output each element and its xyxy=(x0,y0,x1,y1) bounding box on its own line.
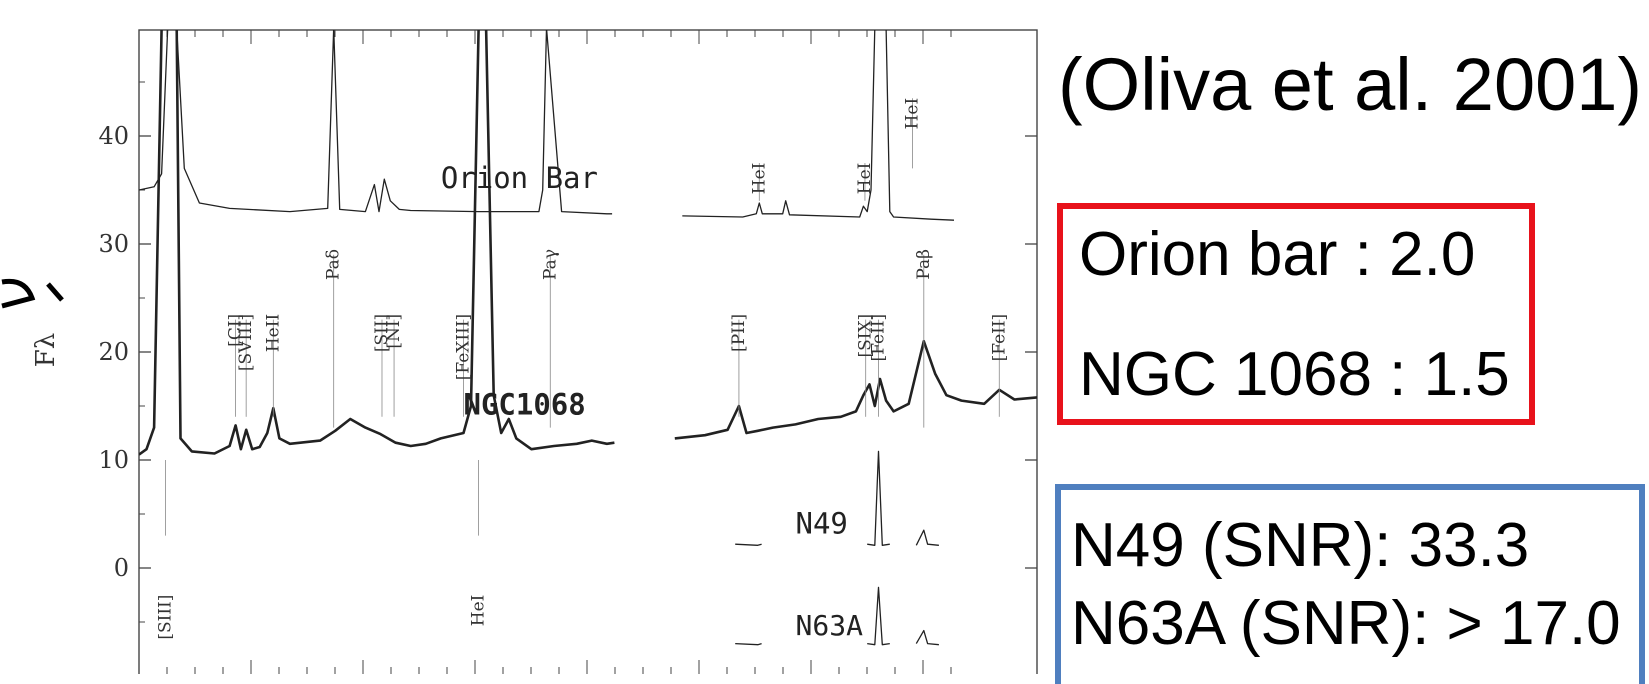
orion-ratio-text: Orion bar : 2.0 xyxy=(1079,220,1476,289)
line-marker-label: HeI xyxy=(855,163,875,195)
series-line-orion-bar xyxy=(682,30,955,221)
line-marker-label: HeI xyxy=(902,98,922,130)
line-marker-label: [SII] xyxy=(372,314,392,352)
line-marker-label: HeII xyxy=(263,314,283,352)
spectrum-chart: 0 10 20 30 40 Fλ Orion Bar NGC1068 N49 N63A [SIII]… xyxy=(31,29,1038,674)
series-label-n49: N49 xyxy=(796,506,848,540)
snr-box: N49 (SNR): 33.3 N63A (SNR): > 17.0 xyxy=(1055,484,1645,684)
citation-label: (Oliva et al. 2001) xyxy=(1058,43,1643,126)
series-line-n63a xyxy=(735,642,762,646)
line-marker-label: HeI xyxy=(749,163,769,195)
line-marker-label: Paβ xyxy=(914,249,934,280)
line-marker-label: [SIII] xyxy=(155,595,175,640)
y-tick-label: 0 xyxy=(114,554,129,582)
ngc1068-ratio-text: NGC 1068 : 1.5 xyxy=(1079,340,1510,409)
n63a-snr-text: N63A (SNR): > 17.0 xyxy=(1071,589,1621,658)
line-marker-label: [CI] xyxy=(226,314,246,347)
y-axis-label: Fλ xyxy=(31,333,61,368)
y-tick-label: 30 xyxy=(98,230,129,258)
series-label-ngc1068: NGC1068 xyxy=(463,388,585,422)
series-line-ngc1068 xyxy=(674,339,1037,440)
series-line-ngc1068 xyxy=(139,30,615,456)
line-marker-label: [NI] xyxy=(384,314,404,349)
line-marker-label: Paδ xyxy=(324,249,344,280)
margin-arrow-fragment xyxy=(1,278,64,309)
series-line-n63a xyxy=(867,586,890,646)
series-line-n63a xyxy=(915,629,939,646)
series-line-n49 xyxy=(735,543,762,546)
line-marker-label: [SIX] xyxy=(856,314,876,358)
series-line-n49 xyxy=(867,450,890,546)
n49-snr-text: N49 (SNR): 33.3 xyxy=(1071,511,1530,580)
series-label-n63a: N63A xyxy=(796,609,864,642)
series-line-n49 xyxy=(915,529,939,546)
ratios-box: Orion bar : 2.0 NGC 1068 : 1.5 xyxy=(1057,203,1535,425)
line-marker-label: [SVIII] xyxy=(236,314,256,371)
y-tick-label: 40 xyxy=(98,122,129,150)
line-marker-label: [PII] xyxy=(729,314,749,352)
line-marker-label: Paγ xyxy=(540,249,560,280)
series-label-orion bar: Orion Bar xyxy=(441,161,598,195)
y-tick-label: 20 xyxy=(98,338,129,366)
y-tick-label: 10 xyxy=(98,446,129,474)
plot-frame xyxy=(138,29,1038,674)
line-marker-label: HeI xyxy=(469,595,489,627)
line-marker-label: [FeXIII] xyxy=(453,314,473,380)
line-marker-label: [FeII] xyxy=(989,314,1009,362)
line-marker-label: [FeII] xyxy=(869,314,889,362)
